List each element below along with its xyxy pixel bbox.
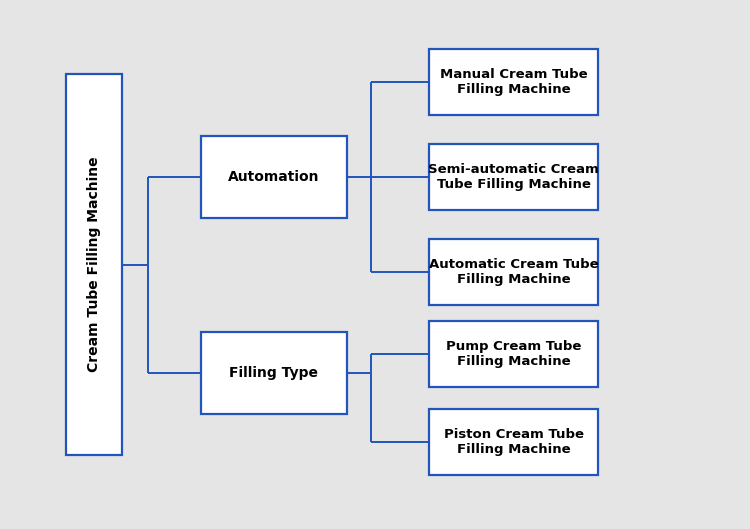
Text: Pump Cream Tube
Filling Machine: Pump Cream Tube Filling Machine bbox=[446, 341, 581, 368]
FancyBboxPatch shape bbox=[429, 239, 598, 306]
FancyBboxPatch shape bbox=[429, 321, 598, 387]
Text: Semi-automatic Cream
Tube Filling Machine: Semi-automatic Cream Tube Filling Machin… bbox=[428, 163, 599, 191]
Text: Piston Cream Tube
Filling Machine: Piston Cream Tube Filling Machine bbox=[444, 428, 584, 455]
FancyBboxPatch shape bbox=[429, 49, 598, 115]
FancyBboxPatch shape bbox=[200, 136, 346, 218]
Text: Manual Cream Tube
Filling Machine: Manual Cream Tube Filling Machine bbox=[440, 68, 587, 96]
Text: Filling Type: Filling Type bbox=[230, 366, 318, 380]
FancyBboxPatch shape bbox=[66, 74, 122, 455]
Text: Cream Tube Filling Machine: Cream Tube Filling Machine bbox=[87, 157, 100, 372]
Text: Automation: Automation bbox=[228, 170, 320, 184]
FancyBboxPatch shape bbox=[429, 408, 598, 475]
Text: Automatic Cream Tube
Filling Machine: Automatic Cream Tube Filling Machine bbox=[429, 259, 598, 286]
FancyBboxPatch shape bbox=[429, 144, 598, 210]
FancyBboxPatch shape bbox=[200, 332, 346, 414]
